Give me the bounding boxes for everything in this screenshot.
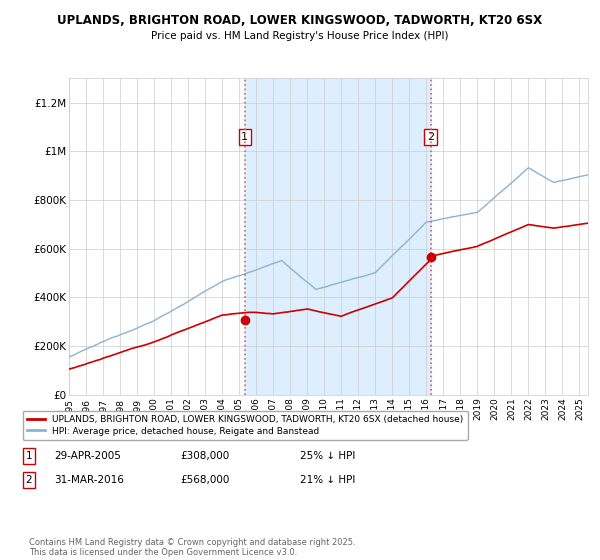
Text: 29-APR-2005: 29-APR-2005 — [54, 451, 121, 461]
Text: Contains HM Land Registry data © Crown copyright and database right 2025.
This d: Contains HM Land Registry data © Crown c… — [29, 538, 355, 557]
Text: 1: 1 — [241, 132, 248, 142]
Text: £308,000: £308,000 — [180, 451, 229, 461]
Text: UPLANDS, BRIGHTON ROAD, LOWER KINGSWOOD, TADWORTH, KT20 6SX: UPLANDS, BRIGHTON ROAD, LOWER KINGSWOOD,… — [58, 14, 542, 27]
Text: Price paid vs. HM Land Registry's House Price Index (HPI): Price paid vs. HM Land Registry's House … — [151, 31, 449, 41]
Legend: UPLANDS, BRIGHTON ROAD, LOWER KINGSWOOD, TADWORTH, KT20 6SX (detached house), HP: UPLANDS, BRIGHTON ROAD, LOWER KINGSWOOD,… — [23, 410, 468, 440]
Text: 1: 1 — [25, 451, 32, 461]
Text: £568,000: £568,000 — [180, 475, 229, 485]
Text: 25% ↓ HPI: 25% ↓ HPI — [300, 451, 355, 461]
Text: 31-MAR-2016: 31-MAR-2016 — [54, 475, 124, 485]
Bar — [245, 78, 431, 395]
Text: 2: 2 — [427, 132, 434, 142]
Text: 2: 2 — [25, 475, 32, 485]
Text: 21% ↓ HPI: 21% ↓ HPI — [300, 475, 355, 485]
